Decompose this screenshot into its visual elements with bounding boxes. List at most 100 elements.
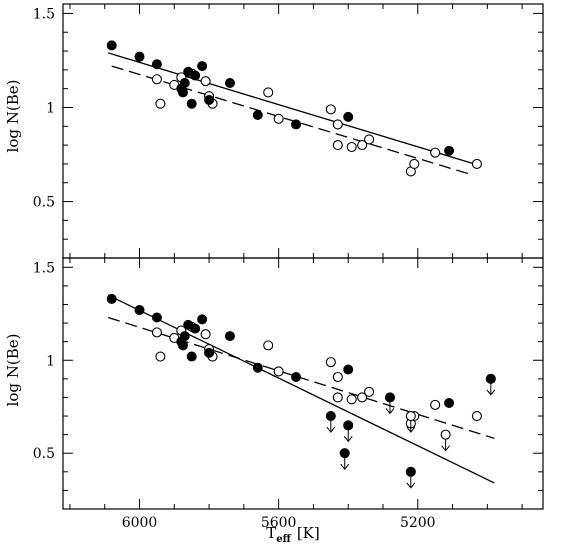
open-point <box>155 351 166 362</box>
open-upper-limit <box>405 410 416 433</box>
open-point <box>325 104 336 115</box>
open-point <box>364 134 375 145</box>
filled-point <box>252 110 263 121</box>
filled-point <box>197 61 208 72</box>
filled-point <box>405 466 416 477</box>
bottom-ylabel: log N(Be) <box>4 334 22 407</box>
y-tick-label: 1 <box>46 353 55 369</box>
filled-point <box>106 40 117 51</box>
upper-limit-arrowhead <box>340 463 350 471</box>
filled-point <box>325 410 336 422</box>
filled-upper-limit <box>343 420 354 443</box>
open-point <box>151 327 162 338</box>
plot-frame <box>62 3 544 259</box>
filled-upper-limit <box>405 466 416 489</box>
filled-point <box>134 51 145 62</box>
filled-point <box>384 392 396 403</box>
upper-limit-arrowhead <box>486 389 496 396</box>
solid-fit-line <box>108 52 481 167</box>
upper-limit-arrowhead <box>326 426 336 433</box>
open-point <box>430 147 441 158</box>
bottom-panel: 0.5 1 1.5 6000 5600 5200 <box>33 257 544 531</box>
filled-point <box>186 351 197 362</box>
open-point <box>332 392 343 403</box>
open-point <box>263 340 274 351</box>
open-point <box>273 366 284 377</box>
filled-point <box>204 94 215 105</box>
open-upper-limit <box>440 429 451 452</box>
open-point <box>346 394 357 405</box>
x-axis-label: Teff [K] <box>266 524 320 545</box>
filled-point <box>178 340 188 351</box>
open-point <box>357 140 368 151</box>
dashed-fit-line <box>111 65 474 176</box>
filled-point <box>151 59 162 70</box>
filled-upper-limit <box>384 392 396 415</box>
open-point <box>332 119 343 130</box>
x-tick-label: 5200 <box>400 515 436 531</box>
filled-point <box>106 293 117 304</box>
open-point <box>273 113 284 124</box>
filled-point <box>343 420 354 431</box>
filled-point <box>134 305 145 316</box>
dashed-fit-line <box>108 316 495 439</box>
x-axis-label-main: T <box>266 524 276 542</box>
y-tick-label: 0.5 <box>33 195 55 211</box>
filled-point <box>204 347 215 358</box>
open-point <box>405 410 416 422</box>
filled-point <box>444 398 455 409</box>
open-point <box>332 140 343 151</box>
open-point <box>471 158 482 169</box>
filled-point <box>343 111 354 122</box>
filled-point <box>485 373 496 384</box>
filled-point <box>291 371 302 382</box>
top-ylabel: log N(Be) <box>4 80 22 153</box>
filled-point <box>197 314 208 325</box>
filled-upper-limit <box>339 448 350 471</box>
upper-limit-arrowhead <box>343 436 353 443</box>
x-tick-label: 6000 <box>122 515 158 531</box>
filled-point <box>343 364 354 375</box>
top-panel: 0.5 1 1.5 <box>33 3 544 259</box>
open-point <box>409 158 420 169</box>
filled-point <box>190 70 201 81</box>
y-tick-label: 1.5 <box>33 260 55 276</box>
open-point <box>332 371 343 383</box>
upper-limit-arrowhead <box>406 482 416 489</box>
filled-point <box>224 78 235 89</box>
open-point <box>155 98 166 109</box>
filled-upper-limit <box>325 410 336 433</box>
filled-upper-limit <box>485 373 496 396</box>
filled-point <box>190 323 201 334</box>
open-point <box>430 399 441 410</box>
x-axis-label-sub: eff <box>276 534 291 545</box>
upper-limit-arrowhead <box>406 426 416 433</box>
solid-fit-line <box>107 294 495 484</box>
filled-point <box>178 87 188 98</box>
open-point <box>200 329 211 340</box>
y-tick-label: 0.5 <box>33 446 55 462</box>
y-tick-label: 1 <box>46 100 55 116</box>
upper-limit-arrowhead <box>441 445 450 452</box>
x-axis-label-unit: [K] <box>297 524 320 542</box>
filled-point <box>186 98 197 109</box>
open-point <box>471 410 482 422</box>
plot-frame <box>62 257 544 510</box>
open-point <box>364 386 375 397</box>
y-tick-label: 1.5 <box>33 6 55 22</box>
open-point <box>263 87 274 98</box>
filled-point <box>151 312 162 323</box>
open-point <box>346 141 357 153</box>
filled-point <box>252 362 263 373</box>
open-point <box>357 392 368 403</box>
filled-point <box>339 448 350 459</box>
filled-point <box>224 331 235 342</box>
x-tick-label: 5600 <box>261 515 297 531</box>
open-point <box>151 74 162 85</box>
filled-point <box>444 145 455 156</box>
open-point <box>200 76 211 87</box>
filled-point <box>291 119 302 130</box>
open-point <box>325 357 336 368</box>
upper-limit-arrowhead <box>385 408 395 415</box>
